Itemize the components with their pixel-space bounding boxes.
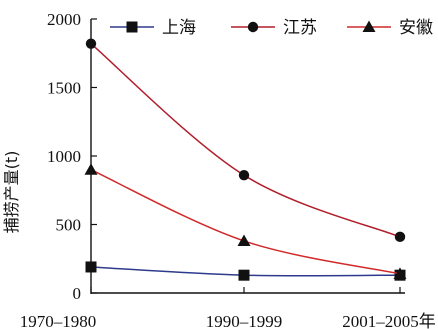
- y-tick-label: 1000: [47, 147, 81, 166]
- series-3: [84, 163, 407, 279]
- legend-label: 上海: [162, 18, 196, 38]
- legend-marker: [126, 21, 138, 33]
- legend-marker: [362, 20, 376, 32]
- data-point: [394, 231, 406, 243]
- x-tick-label: 1990–1999: [206, 312, 283, 329]
- x-tick-label: 2001–2005年: [342, 312, 436, 329]
- data-point: [238, 169, 250, 181]
- y-tick-label: 500: [56, 216, 82, 235]
- x-axis-ticks: 1970–1980 1990–1999 2001–2005年: [20, 287, 436, 329]
- legend-label: 江苏: [283, 18, 317, 38]
- data-point: [393, 267, 407, 279]
- data-point: [237, 234, 251, 246]
- y-tick-label: 0: [73, 284, 82, 303]
- series-line: [90, 43, 401, 238]
- y-axis-ticks: 0 500 1000 1500 2000: [47, 10, 97, 303]
- legend-label: 安徽: [399, 18, 433, 38]
- data-point: [84, 163, 98, 175]
- series-layer: [84, 38, 407, 281]
- x-tick-label: 1970–1980: [20, 312, 97, 329]
- data-point: [85, 261, 97, 273]
- legend-item: 安徽: [347, 18, 433, 38]
- legend-item: 上海: [110, 18, 196, 38]
- legend-item: 江苏: [231, 18, 317, 38]
- series-1: [85, 261, 406, 281]
- y-tick-label: 2000: [47, 10, 81, 29]
- data-point: [85, 38, 97, 49]
- axes: [90, 19, 405, 294]
- data-point: [238, 269, 250, 281]
- y-tick-label: 1500: [47, 79, 81, 98]
- legend: 上海 江苏 安徽: [110, 18, 433, 38]
- legend-marker: [247, 21, 259, 33]
- series-2: [85, 38, 406, 243]
- y-axis-title: 捕捞产量(t): [2, 151, 21, 234]
